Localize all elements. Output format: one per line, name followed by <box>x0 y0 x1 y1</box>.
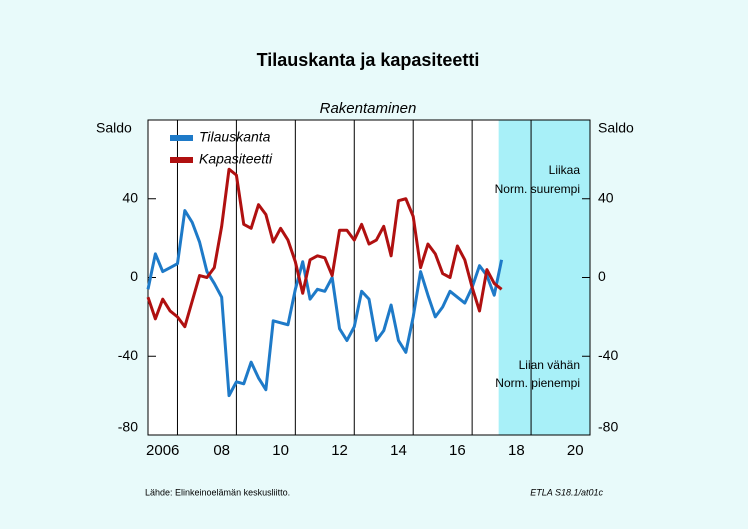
plot-frame <box>147 119 591 436</box>
code: ETLA S18.1/at01c <box>530 487 603 497</box>
x-tick-label: 08 <box>213 442 230 459</box>
x-tick-label: 18 <box>508 442 525 459</box>
y-label: Saldo <box>96 120 132 136</box>
annotation: Norm. suurempi <box>495 182 580 196</box>
y-tick-label: 40 <box>122 189 138 205</box>
x-tick-label: 14 <box>390 442 407 459</box>
y-tick-label: 0 <box>130 268 138 284</box>
y2-tick-label: 0 <box>598 268 606 284</box>
x-tick-label: 20 <box>567 442 584 459</box>
subtitle: Rakentaminen <box>320 100 417 117</box>
x-tick-label: 10 <box>272 442 289 459</box>
line-series <box>146 167 503 329</box>
x-tick-label: 12 <box>331 442 348 459</box>
x-tick-label: 16 <box>449 442 466 459</box>
annotation: Liikaa <box>549 163 581 177</box>
annotation: Liian vähän <box>519 358 580 372</box>
chart-title: Tilauskanta ja kapasiteetti <box>257 50 480 70</box>
y2-tick-label: -80 <box>598 419 618 435</box>
annotation: Norm. pienempi <box>495 376 580 390</box>
y-tick-label: -80 <box>118 419 138 435</box>
legend-label: Kapasiteetti <box>199 151 273 167</box>
y2-tick-label: 40 <box>598 189 614 205</box>
y-tick-label: -40 <box>118 347 138 363</box>
line-series <box>146 209 504 398</box>
x-tick-label: 2006 <box>146 442 179 459</box>
forecast-shade <box>498 120 590 435</box>
y2-label: Saldo <box>598 120 634 136</box>
y2-tick-label: -40 <box>598 347 618 363</box>
legend-label: Tilauskanta <box>199 129 271 145</box>
source: Lähde: Elinkeinoelämän keskusliitto. <box>145 487 290 497</box>
